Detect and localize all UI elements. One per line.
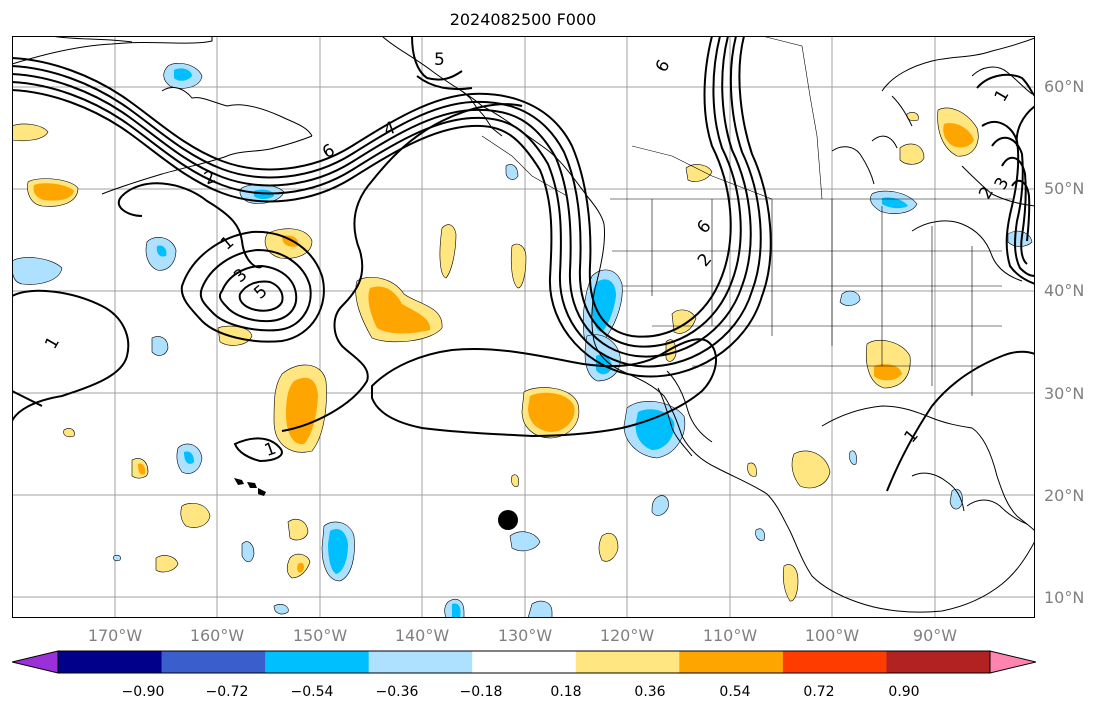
lon-label: 130°W <box>497 626 553 645</box>
map-panel[interactable]: 5 6 4 6 2 1 3 5 1 1 2 6 1 2 3 1 <box>12 36 1035 618</box>
colorbar-tick-label: −0.54 <box>290 684 334 700</box>
colorbar-cell <box>161 651 266 673</box>
colorbar-tick-label: 0.54 <box>719 684 751 700</box>
storm-position-marker[interactable] <box>498 510 518 530</box>
colorbar-cell <box>58 651 163 673</box>
state-borders <box>481 36 1012 396</box>
lat-label: 60°N <box>1044 77 1085 96</box>
colorbar-tick-label: 0.90 <box>888 684 920 700</box>
lon-label: 100°W <box>804 626 860 645</box>
colorbar-cell <box>368 651 473 673</box>
colorbar-tick-label: 0.18 <box>550 684 582 700</box>
lon-label: 150°W <box>292 626 348 645</box>
map-border <box>12 36 1035 618</box>
lon-label: 140°W <box>394 626 450 645</box>
colorbar-tick-label: −0.36 <box>375 684 419 700</box>
colorbar-extend-right <box>989 650 1036 674</box>
colorbar-cell <box>265 651 370 673</box>
colorbar-tick-label: 0.72 <box>803 684 835 700</box>
negative-anomaly-fills <box>12 63 1033 618</box>
colorbar-tick-label: −0.18 <box>459 684 503 700</box>
hawaii-islands <box>234 478 266 496</box>
lon-label: 90°W <box>912 626 958 645</box>
colorbar-tick-label: 0.36 <box>634 684 666 700</box>
lon-label: 110°W <box>702 626 758 645</box>
colorbar-tick-label: −0.90 <box>121 684 165 700</box>
lat-label: 40°N <box>1044 281 1085 300</box>
colorbar <box>12 650 1036 674</box>
lon-label: 160°W <box>189 626 245 645</box>
lon-label: 120°W <box>599 626 655 645</box>
lon-label: 170°W <box>87 626 143 645</box>
colorbar-tick-label: −0.72 <box>205 684 249 700</box>
ocean-background <box>12 36 1035 618</box>
map-canvas[interactable]: 5 6 4 6 2 1 3 5 1 1 2 6 1 2 3 1 <box>12 36 1035 618</box>
colorbar-cell <box>472 651 577 673</box>
lat-label: 20°N <box>1044 486 1085 505</box>
colorbar-outline <box>57 650 991 674</box>
colorbar-cell <box>575 651 680 673</box>
lat-label: 50°N <box>1044 179 1085 198</box>
colorbar-cell <box>782 651 887 673</box>
colorbar-cell <box>886 651 991 673</box>
colorbar-cell <box>679 651 784 673</box>
lat-label: 30°N <box>1044 384 1085 403</box>
map-title: 2024082500 F000 <box>449 10 597 29</box>
contour-lines <box>12 36 1035 492</box>
contour-label: 5 <box>434 50 445 70</box>
colorbar-extend-left <box>12 650 59 674</box>
positive-anomaly-fills <box>12 107 979 602</box>
lat-label: 10°N <box>1044 588 1085 607</box>
